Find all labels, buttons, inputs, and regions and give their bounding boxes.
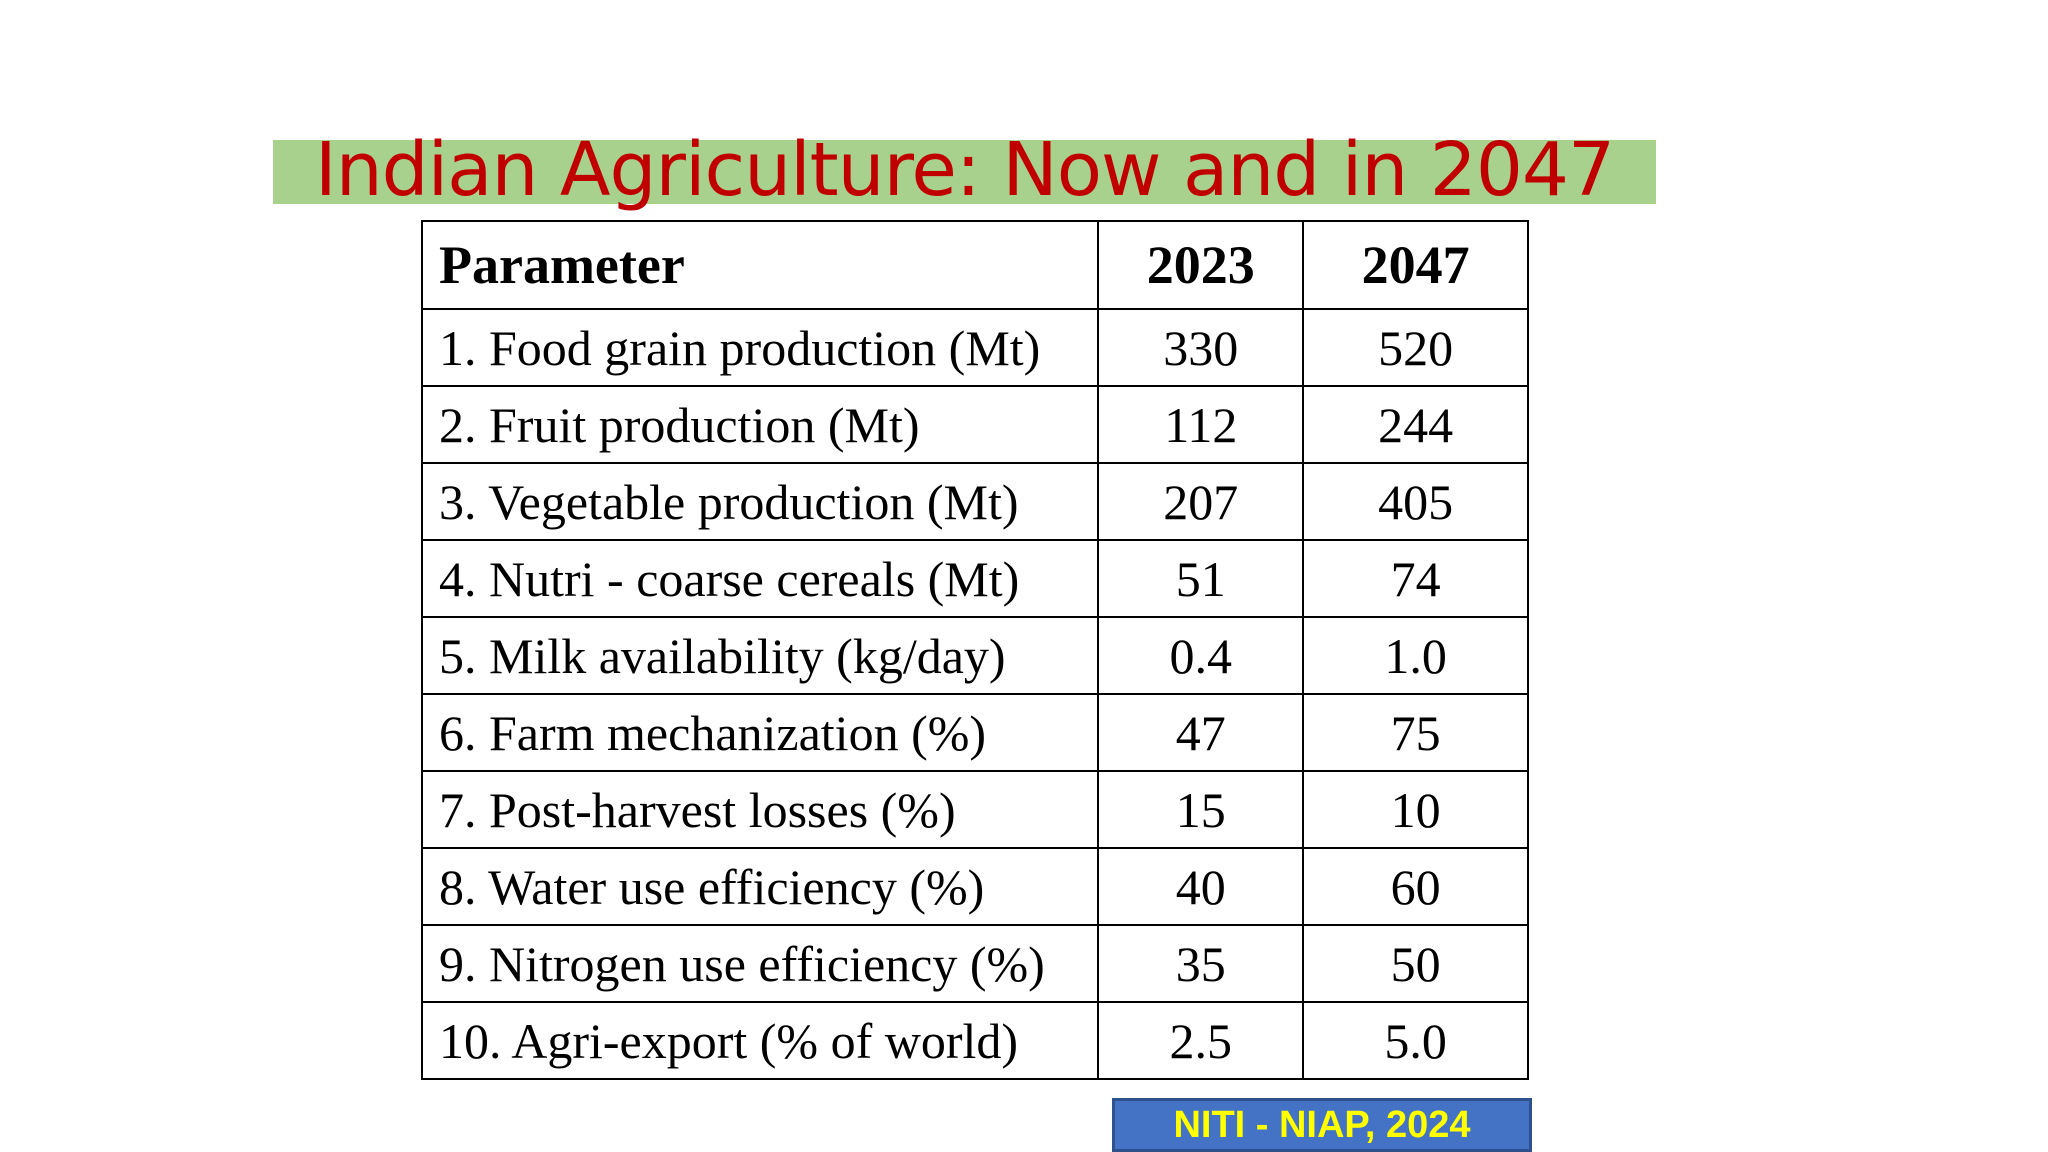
table-row: 5. Milk availability (kg/day) 0.4 1.0: [420, 616, 1529, 695]
table-row: 8. Water use efficiency (%) 40 60: [420, 847, 1529, 926]
parameter-cell: 1. Food grain production (Mt): [420, 308, 1100, 387]
value-2047-cell: 5.0: [1302, 1001, 1529, 1080]
value-2023-cell: 0.4: [1097, 616, 1305, 695]
data-table: Parameter 2023 2047 1. Food grain produc…: [420, 220, 1529, 1080]
parameter-cell: 4. Nutri - coarse cereals (Mt): [420, 539, 1100, 618]
value-2023-cell: 47: [1097, 693, 1305, 772]
value-2023-cell: 2.5: [1097, 1001, 1305, 1080]
value-2047-cell: 75: [1302, 693, 1529, 772]
table-row: 7. Post-harvest losses (%) 15 10: [420, 770, 1529, 849]
value-2047-cell: 60: [1302, 847, 1529, 926]
header-2023: 2023: [1097, 220, 1305, 310]
parameter-cell: 2. Fruit production (Mt): [420, 385, 1100, 464]
parameter-cell: 8. Water use efficiency (%): [420, 847, 1100, 926]
table-row: 6. Farm mechanization (%) 47 75: [420, 693, 1529, 772]
parameter-cell: 10. Agri-export (% of world): [420, 1001, 1100, 1080]
title-band: [273, 140, 1656, 204]
header-parameter: Parameter: [420, 220, 1100, 310]
value-2047-cell: 10: [1302, 770, 1529, 849]
value-2023-cell: 35: [1097, 924, 1305, 1003]
value-2023-cell: 51: [1097, 539, 1305, 618]
value-2047-cell: 50: [1302, 924, 1529, 1003]
value-2023-cell: 15: [1097, 770, 1305, 849]
value-2047-cell: 1.0: [1302, 616, 1529, 695]
value-2023-cell: 207: [1097, 462, 1305, 541]
value-2047-cell: 74: [1302, 539, 1529, 618]
parameter-cell: 9. Nitrogen use efficiency (%): [420, 924, 1100, 1003]
value-2023-cell: 40: [1097, 847, 1305, 926]
table-header-row: Parameter 2023 2047: [420, 220, 1529, 310]
header-2047: 2047: [1302, 220, 1529, 310]
value-2047-cell: 244: [1302, 385, 1529, 464]
value-2023-cell: 330: [1097, 308, 1305, 387]
value-2047-cell: 520: [1302, 308, 1529, 387]
table-row: 3. Vegetable production (Mt) 207 405: [420, 462, 1529, 541]
parameter-cell: 6. Farm mechanization (%): [420, 693, 1100, 772]
parameter-cell: 3. Vegetable production (Mt): [420, 462, 1100, 541]
table-row: 4. Nutri - coarse cereals (Mt) 51 74: [420, 539, 1529, 618]
table-row: 9. Nitrogen use efficiency (%) 35 50: [420, 924, 1529, 1003]
slide-title: Indian Agriculture: Now and in 2047: [314, 127, 1615, 213]
value-2023-cell: 112: [1097, 385, 1305, 464]
parameter-cell: 5. Milk availability (kg/day): [420, 616, 1100, 695]
table-row: 2. Fruit production (Mt) 112 244: [420, 385, 1529, 464]
table-row: 1. Food grain production (Mt) 330 520: [420, 308, 1529, 387]
source-badge: NITI - NIAP, 2024: [1112, 1098, 1532, 1152]
value-2047-cell: 405: [1302, 462, 1529, 541]
parameter-cell: 7. Post-harvest losses (%): [420, 770, 1100, 849]
table-row: 10. Agri-export (% of world) 2.5 5.0: [420, 1001, 1529, 1080]
